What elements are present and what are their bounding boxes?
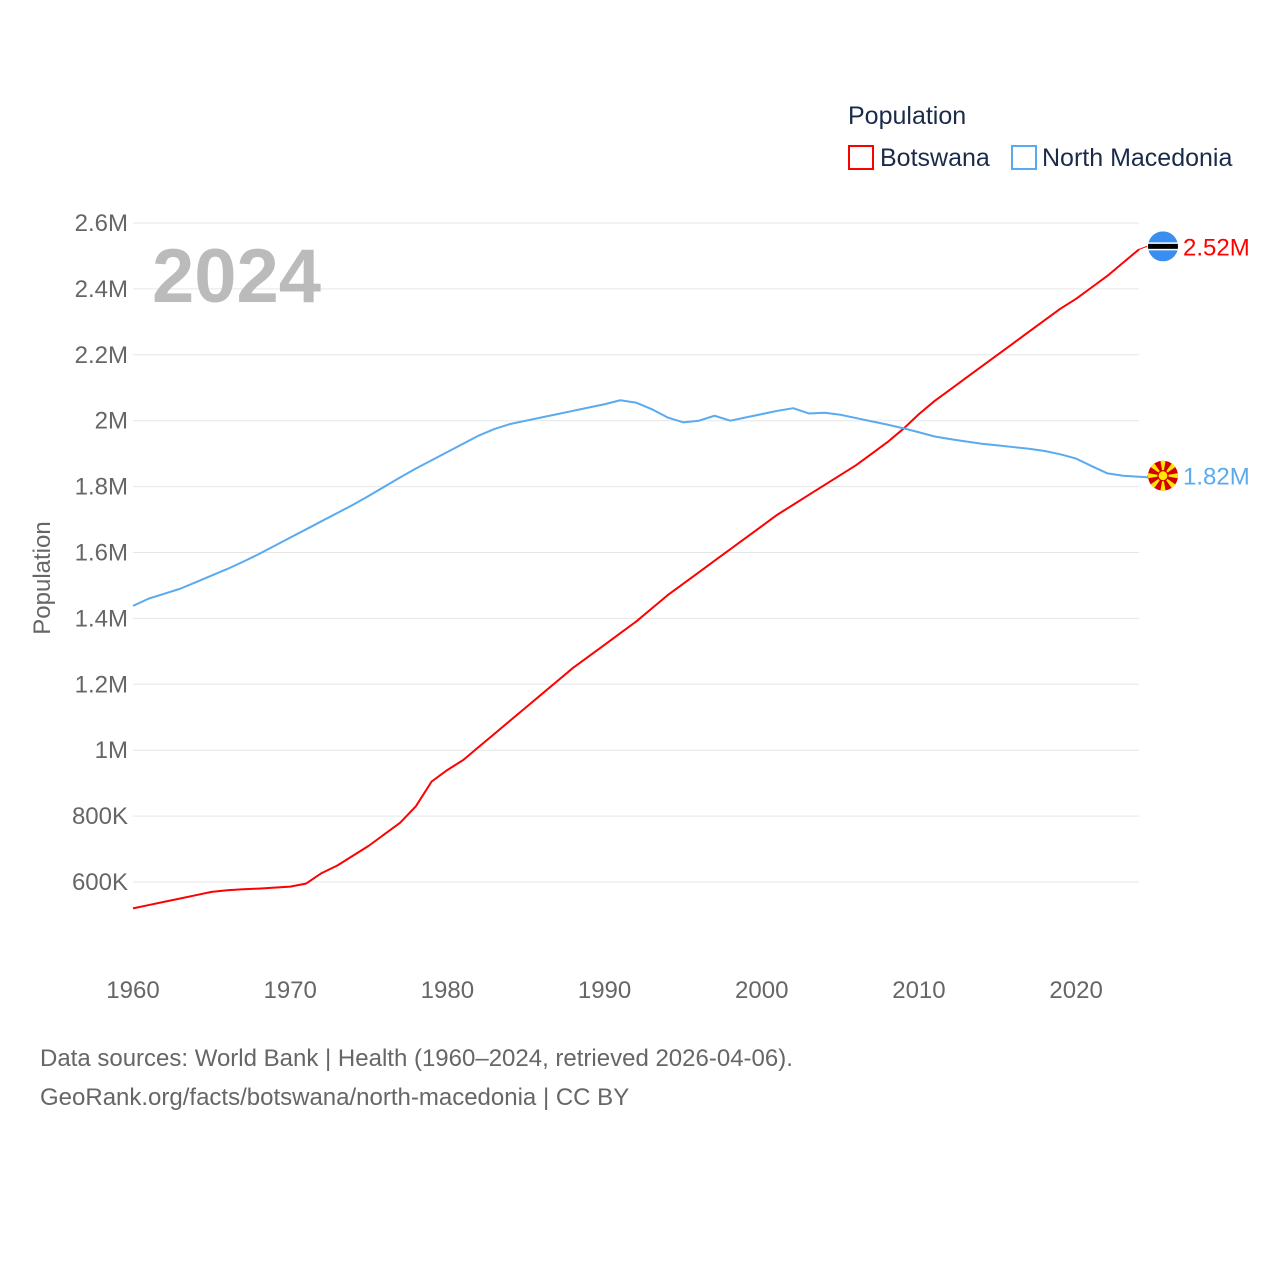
x-tick-label: 2000 (735, 977, 788, 1004)
legend: Population Botswana North Macedonia (848, 102, 1232, 172)
y-tick-label: 600K (72, 869, 128, 896)
data-sources-text: Data sources: World Bank | Health (1960–… (40, 1045, 793, 1072)
end-value-label: 1.82M (1183, 464, 1250, 491)
y-tick-label: 1M (95, 737, 128, 764)
y-tick-label: 2M (95, 408, 128, 435)
y-tick-label: 1.6M (75, 540, 128, 567)
x-tick-label: 2010 (892, 977, 945, 1004)
end-value-label: 2.52M (1183, 234, 1250, 261)
x-tick-label: 1960 (106, 977, 159, 1004)
series-lines (132, 248, 1155, 910)
x-tick-label: 1980 (421, 977, 474, 1004)
x-axis-ticks: 1960 1970 1980 1990 2000 2010 2020 (106, 977, 1103, 1004)
y-tick-label: 1.4M (75, 605, 128, 632)
end-connector (1138, 245, 1148, 250)
y-tick-label: 2.4M (75, 276, 128, 303)
series-end-labels: 2.52M 1.82M (1138, 231, 1250, 491)
legend-title: Population (848, 102, 966, 130)
y-axis-label: Population (29, 521, 56, 634)
y-tick-label: 1.8M (75, 474, 128, 501)
x-tick-label: 2020 (1049, 977, 1102, 1004)
legend-item-north-macedonia[interactable]: North Macedonia (1042, 144, 1232, 172)
y-axis-ticks: 600K 800K 1M 1.2M 1.4M 1.6M 1.8M 2M 2.2M 2.4M 2.6M (72, 210, 128, 896)
legend-swatch-north-macedonia (1011, 145, 1037, 170)
legend-item-botswana[interactable]: Botswana (880, 144, 990, 172)
attribution-link[interactable]: GeoRank.org/facts/botswana/north-macedon… (40, 1084, 630, 1111)
year-overlay: 2024 (152, 234, 321, 319)
botswana-flag-icon (1148, 231, 1178, 262)
x-tick-label: 1970 (263, 977, 316, 1004)
y-tick-label: 2.6M (75, 210, 128, 237)
y-tick-label: 1.2M (75, 671, 128, 698)
y-tick-label: 2.2M (75, 342, 128, 369)
y-tick-label: 800K (72, 803, 128, 830)
gridlines (133, 222, 1139, 883)
series-line-botswana (132, 248, 1140, 910)
legend-swatch-botswana (848, 145, 874, 170)
series-line-north-macedonia (132, 399, 1155, 607)
x-tick-label: 1990 (578, 977, 631, 1004)
